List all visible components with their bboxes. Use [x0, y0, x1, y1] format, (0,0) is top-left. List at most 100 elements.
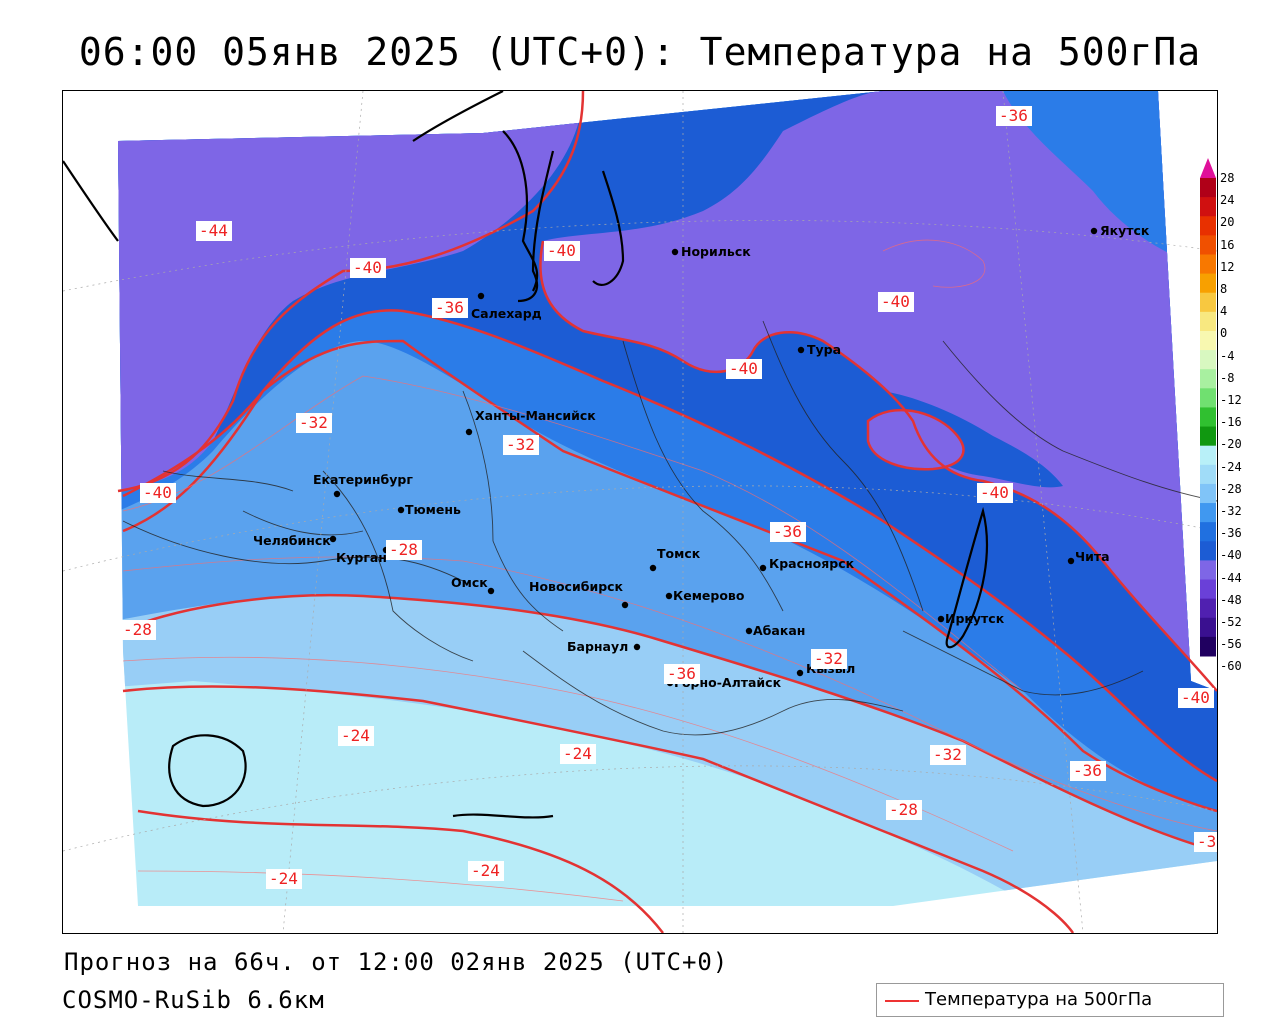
isotherm-label-bg [811, 649, 847, 669]
temperature-fields [118, 91, 1217, 933]
colorbar-swatches [1200, 158, 1216, 657]
colorbar-tick-label: 16 [1220, 237, 1235, 252]
isotherm-label: -40 [881, 292, 910, 311]
isotherm-label-bg [386, 540, 422, 560]
city-marker [796, 669, 804, 677]
colorbar-tick-label: 12 [1220, 259, 1235, 274]
city-label: Тура [807, 342, 841, 357]
legend-label: Температура на 500гПа [925, 989, 1153, 1010]
isotherm-label-bg [878, 292, 914, 312]
city-marker [797, 346, 805, 354]
colorbar-tick-label: 24 [1220, 193, 1235, 208]
isotherm-label-bg [726, 359, 762, 379]
isotherm-label: -40 [980, 483, 1009, 502]
city-label: Челябинск [253, 533, 331, 548]
isotherm-label-bg [432, 298, 468, 318]
isotherm-label: -28 [123, 620, 152, 639]
colorbar-swatch [1200, 426, 1216, 447]
city-label: Якутск [1100, 223, 1150, 238]
isotherm-label: -36 [773, 522, 802, 541]
isotherm-label: -24 [471, 861, 500, 880]
city-marker [465, 428, 473, 436]
colorbar-swatch [1200, 483, 1216, 504]
isotherm-label-bg [930, 745, 966, 765]
isotherm-label-bg [196, 221, 232, 241]
isotherm-label-bg [560, 744, 596, 764]
colorbar-tick-label: -24 [1220, 459, 1242, 474]
colorbar-swatch [1200, 216, 1216, 236]
colorbar-swatch [1200, 598, 1216, 619]
colorbar-swatch [1200, 407, 1216, 428]
city-label: Барнаул [567, 639, 628, 654]
colorbar-swatch [1200, 503, 1216, 523]
city-label: Тюмень [405, 502, 461, 517]
isotherm-label: -24 [269, 869, 298, 888]
thin-contours [122, 239, 1217, 902]
colorbar-swatch [1200, 235, 1216, 255]
city-label: Чита [1075, 549, 1110, 564]
colorbar-swatch [1200, 464, 1216, 485]
zone-lt-m40-blob [868, 410, 964, 470]
colorbar: 28 24 20 16 12 8 4 0 -4 -8 -12 -16 -20 -24 -28 -32 -36 -4… [1198, 156, 1278, 676]
city-label: Иркутск [945, 611, 1005, 626]
colorbar-tick-label: 4 [1220, 304, 1228, 319]
colorbar-tick-label: -16 [1220, 415, 1242, 430]
city-marker [397, 506, 405, 514]
colorbar-tick-label: 0 [1220, 326, 1228, 341]
city-marker [633, 643, 641, 651]
colorbar-tick-label: -52 [1220, 615, 1242, 629]
zone-green-patch [663, 906, 733, 933]
isotherm-label: -32 [814, 649, 843, 668]
isotherm-label-bg [770, 522, 806, 542]
admin-boundaries [122, 320, 1217, 736]
isotherm-label: -40 [353, 258, 382, 277]
colorbar-swatch [1200, 197, 1216, 217]
city-marker [1067, 557, 1075, 565]
isotherm-label-bg [886, 800, 922, 820]
colorbar-swatch [1200, 560, 1216, 581]
city-label: Новосибирск [529, 579, 624, 594]
zone-lt-m40-west [118, 91, 583, 496]
city-label: Абакан [753, 623, 805, 638]
colorbar-tick-label: -28 [1220, 481, 1242, 496]
isotherm-label-bg [664, 664, 700, 684]
isotherm-label: -36 [999, 106, 1028, 125]
zone-lt-m40-east [540, 91, 1217, 691]
city-label: Курган [336, 550, 387, 565]
graticule [63, 91, 1217, 933]
isotherm-label: -36 [435, 298, 464, 317]
isotherm-label: -3 [1197, 832, 1216, 851]
isotherm-label-bg [120, 620, 156, 640]
isotherm-label-bg [468, 861, 504, 881]
colorbar-tick-label: -32 [1220, 504, 1242, 518]
colorbar-tick-label: 8 [1220, 282, 1228, 296]
temperature-map: Якутск Норильск Салехард Тура Ханты-Мансийск… [63, 91, 1217, 933]
model-name: COSMO-RuSib 6.6км [62, 986, 325, 1014]
isotherm-label-bg [338, 726, 374, 746]
colorbar-tick-label: -48 [1220, 592, 1242, 607]
colorbar-tick-label: -36 [1220, 526, 1242, 541]
isotherm-label-bg [350, 258, 386, 278]
city-label: Норильск [681, 244, 751, 259]
isotherm-label: -24 [563, 744, 592, 763]
isotherm-label-bg [1070, 761, 1106, 781]
colorbar-swatch [1200, 522, 1216, 542]
city-marker [333, 490, 341, 498]
colorbar-swatch [1200, 388, 1216, 408]
isotherm-label-bg [544, 241, 580, 261]
city-marker [665, 592, 673, 600]
colorbar-swatch [1200, 445, 1216, 466]
isotherm-label: -24 [341, 726, 370, 745]
isotherm-label-bg [503, 435, 539, 455]
city-label: Кемерово [673, 588, 745, 603]
city-label: Горно-Алтайск [674, 675, 782, 690]
colorbar-swatch [1200, 178, 1216, 198]
map-title: 06:00 05янв 2025 (UTC+0): Температура на… [78, 30, 1202, 74]
city-label: Омск [451, 575, 488, 590]
isotherm-label-bg [996, 106, 1032, 126]
colorbar-tick-label: -8 [1220, 370, 1235, 385]
colorbar-swatch [1200, 254, 1216, 275]
isotherm-label: -40 [729, 359, 758, 378]
cities: Якутск Норильск Салехард Тура Ханты-Мансийск… [253, 223, 1150, 690]
isotherm-label-bg [977, 483, 1013, 503]
